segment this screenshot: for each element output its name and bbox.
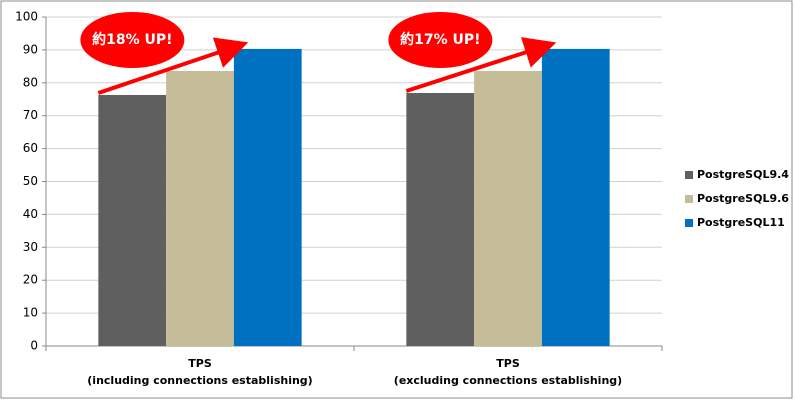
y-tick-label: 40 [23,207,38,221]
annotation-text: 約18% UP! [92,31,172,48]
annotation-bubble [388,12,493,68]
y-tick-label: 30 [23,240,38,254]
bar [166,70,234,347]
y-tick-label: 50 [23,174,38,188]
legend-swatch [685,171,693,179]
bar [406,92,475,347]
legend-label: PostgreSQL11 [697,216,785,229]
legend-swatch [685,195,693,203]
x-tick-label: TPS [496,357,520,370]
x-tick-label: TPS [188,357,212,370]
bar [98,94,167,347]
y-tick-label: 60 [23,141,38,155]
legend-label: PostgreSQL9.4 [697,168,789,181]
legend-label: PostgreSQL9.6 [697,192,789,205]
annotation-arrow [97,37,249,95]
y-tick-label: 100 [15,10,38,24]
y-tick-label: 90 [23,42,38,56]
y-tick-label: 20 [23,273,38,287]
annotation-bubble [80,12,185,68]
y-tick-label: 10 [23,306,38,320]
bar [233,48,302,347]
bar [474,70,542,347]
x-tick-label: (including connections establishing) [87,374,312,387]
y-tick-label: 0 [30,339,38,353]
annotation-text: 約17% UP! [400,31,480,48]
x-tick-label: (excluding connections establishing) [394,374,622,387]
y-tick-label: 80 [23,75,38,89]
bar [541,48,610,347]
annotation-arrow [405,37,557,93]
legend-swatch [685,219,693,227]
y-tick-label: 70 [23,108,38,122]
